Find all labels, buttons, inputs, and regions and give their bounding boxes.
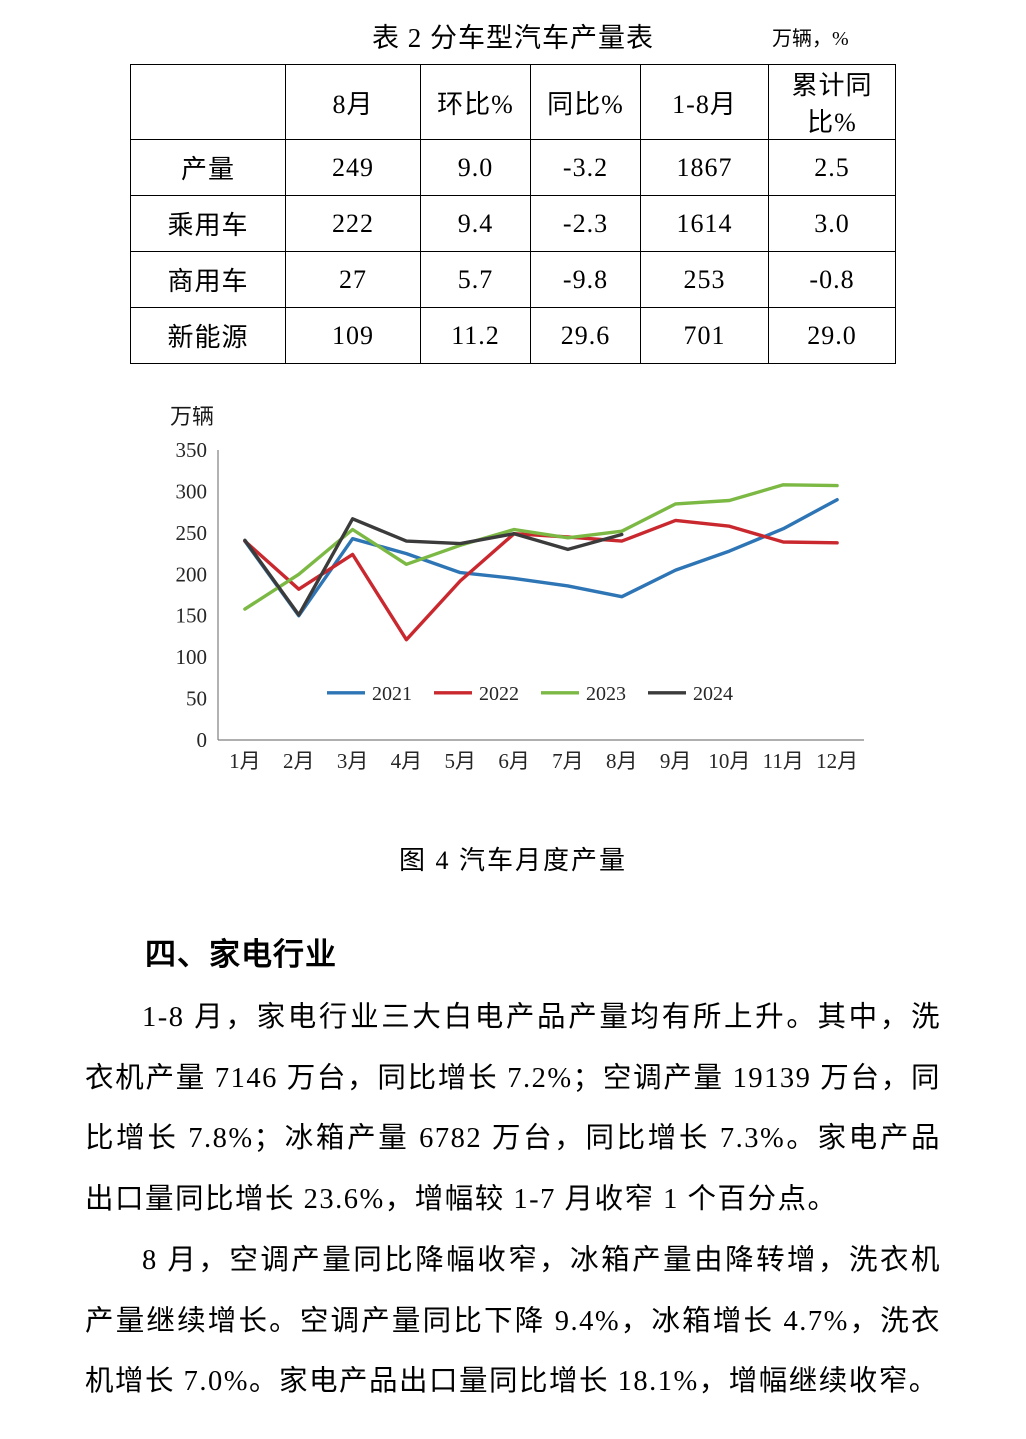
- cell-value: 1867: [640, 139, 769, 196]
- svg-text:2021: 2021: [372, 683, 412, 705]
- svg-text:3月: 3月: [337, 749, 369, 773]
- cell-value: 701: [640, 307, 769, 364]
- cell-value: 2.5: [768, 139, 896, 196]
- line-chart-canvas: 万辆 0 50 100 150 200 250 300 350 1月 2月 3月 4月 5月 6月 7月 8月 9…: [170, 406, 864, 773]
- cell-value: 3.0: [768, 195, 896, 252]
- section-heading: 四、家电行业: [145, 937, 337, 972]
- cell-value: 249: [285, 139, 421, 196]
- auto-production-monthly-chart: 万辆 0 50 100 150 200 250 300 350 1月 2月 3月 4月 5月 6月 7月 8月 9…: [148, 406, 890, 780]
- svg-text:7月: 7月: [552, 749, 584, 773]
- svg-text:12月: 12月: [816, 749, 858, 773]
- svg-text:4月: 4月: [391, 749, 423, 773]
- svg-text:150: 150: [176, 604, 208, 628]
- svg-text:2月: 2月: [283, 749, 315, 773]
- cell-value: 9.4: [420, 195, 531, 252]
- svg-text:350: 350: [176, 438, 208, 462]
- cell-value: 253: [640, 251, 769, 308]
- cell-value: -2.3: [530, 195, 641, 252]
- table-row: 乘用车 222 9.4 -2.3 1614 3.0: [130, 195, 896, 252]
- cell-value: 5.7: [420, 251, 531, 308]
- cell-value: 222: [285, 195, 421, 252]
- svg-text:2024: 2024: [693, 683, 733, 705]
- cell-value: 27: [285, 251, 421, 308]
- paragraph-appliance-august: 8 月，空调产量同比降幅收窄，冰箱产量由降转增，洗衣机产量继续增长。空调产量同比…: [85, 1244, 941, 1398]
- paragraph-appliance-jan-aug: 1-8 月，家电行业三大白电产品产量均有所上升。其中，洗衣机产量 7146 万台…: [85, 1002, 941, 1216]
- row-label: 产量: [130, 139, 286, 196]
- cell-value: -9.8: [530, 251, 641, 308]
- table-title-row: 表 2 分车型汽车产量表 万辆，%: [0, 16, 1026, 62]
- cell-value: 1614: [640, 195, 769, 252]
- row-label: 商用车: [130, 251, 286, 308]
- table-unit-label: 万辆，%: [772, 28, 849, 50]
- table-row: 商用车 27 5.7 -9.8 253 -0.8: [130, 251, 896, 308]
- row-label: 乘用车: [130, 195, 286, 252]
- svg-text:万辆: 万辆: [170, 406, 214, 429]
- vehicle-production-table: 8月 环比% 同比% 1-8月 累计同比% 产量 249 9.0 -3.2 18…: [130, 64, 896, 364]
- svg-text:8月: 8月: [606, 749, 638, 773]
- svg-text:300: 300: [176, 479, 208, 503]
- table-header-cell-yoy: 同比%: [530, 64, 641, 140]
- cell-value: -3.2: [530, 139, 641, 196]
- table-title: 表 2 分车型汽车产量表: [372, 23, 654, 53]
- cell-value: 9.0: [420, 139, 531, 196]
- svg-text:10月: 10月: [708, 749, 750, 773]
- table-header-row: 8月 环比% 同比% 1-8月 累计同比%: [130, 64, 896, 140]
- figure-caption: 图 4 汽车月度产量: [398, 846, 627, 875]
- table-header-cell-cum-yoy: 累计同比%: [768, 64, 896, 140]
- svg-text:2022: 2022: [479, 683, 519, 705]
- cell-value: 29.0: [768, 307, 896, 364]
- table-header-cell-mom: 环比%: [420, 64, 531, 140]
- svg-text:6月: 6月: [498, 749, 530, 773]
- svg-text:0: 0: [197, 728, 208, 752]
- svg-text:2023: 2023: [586, 683, 626, 705]
- svg-text:200: 200: [176, 562, 208, 586]
- cell-value: 29.6: [530, 307, 641, 364]
- table-header-cell-blank: [130, 64, 286, 140]
- cell-value: -0.8: [768, 251, 896, 308]
- cell-value: 11.2: [420, 307, 531, 364]
- table-header-cell-jan-aug: 1-8月: [640, 64, 769, 140]
- table-row: 新能源 109 11.2 29.6 701 29.0: [130, 307, 896, 364]
- table-header-cell-august: 8月: [285, 64, 421, 140]
- svg-text:5月: 5月: [445, 749, 477, 773]
- svg-text:250: 250: [176, 521, 208, 545]
- svg-text:9月: 9月: [660, 749, 692, 773]
- svg-text:1月: 1月: [229, 749, 261, 773]
- table-row: 产量 249 9.0 -3.2 1867 2.5: [130, 139, 896, 196]
- row-label: 新能源: [130, 307, 286, 364]
- svg-text:50: 50: [186, 687, 207, 711]
- svg-text:100: 100: [176, 645, 208, 669]
- svg-text:11月: 11月: [763, 749, 804, 773]
- cell-value: 109: [285, 307, 421, 364]
